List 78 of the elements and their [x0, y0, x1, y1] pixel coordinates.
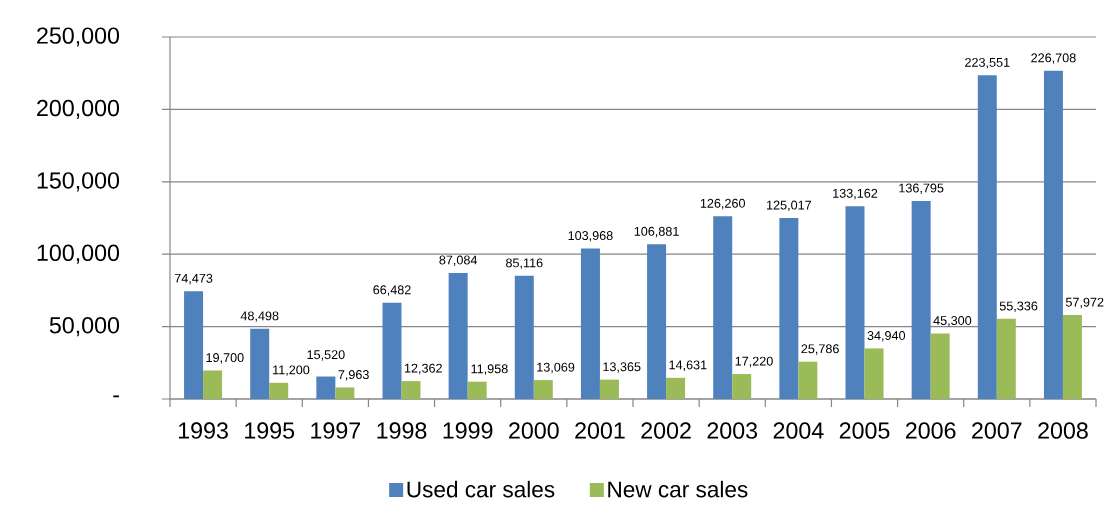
y-tick-label: 100,000	[37, 244, 120, 264]
y-tick-label: 50,000	[49, 317, 120, 337]
data-label: 106,881	[634, 226, 679, 238]
y-tick-label: 150,000	[37, 172, 120, 192]
bar	[335, 387, 355, 399]
bar	[647, 244, 667, 399]
bar	[514, 275, 534, 399]
data-label: 17,220	[735, 356, 773, 368]
data-label: 103,968	[568, 231, 613, 242]
x-tick-label: 2008	[1038, 422, 1088, 439]
x-tick-label: 2002	[641, 422, 691, 439]
bar	[467, 381, 487, 399]
data-label: 66,482	[373, 285, 411, 296]
bar	[1043, 70, 1063, 399]
bar	[401, 381, 421, 399]
bar	[599, 379, 619, 399]
bar	[864, 348, 884, 399]
bar	[713, 216, 733, 399]
data-label: 12,362	[404, 363, 442, 375]
data-label: 25,786	[801, 344, 839, 355]
bar	[580, 248, 600, 399]
x-tick-label: 2005	[839, 422, 890, 439]
data-label: 13,365	[603, 362, 641, 373]
data-label: 87,084	[439, 255, 478, 266]
bar	[977, 75, 997, 399]
bar	[203, 370, 223, 399]
bar	[911, 200, 931, 399]
y-tick-label: -	[113, 395, 119, 398]
bar	[798, 361, 818, 399]
x-tick-label: 1997	[311, 422, 361, 439]
bar	[996, 318, 1016, 399]
y-tick-label: 250,000	[37, 27, 120, 47]
data-label: 226,708	[1031, 53, 1076, 64]
bar	[1062, 315, 1082, 399]
data-label: 11,958	[471, 364, 508, 375]
bar	[448, 272, 468, 399]
bar	[845, 206, 865, 399]
data-label: 133,162	[833, 188, 878, 200]
data-label: 55,336	[999, 301, 1038, 312]
data-label: 15,520	[307, 350, 345, 361]
data-label: 125,017	[767, 200, 812, 212]
data-label: 13,069	[537, 362, 575, 374]
data-label: 45,300	[933, 316, 972, 327]
data-label: 74,473	[174, 273, 213, 285]
bar	[250, 328, 270, 399]
data-label: 48,498	[240, 311, 279, 322]
data-label: 11,200	[273, 365, 310, 376]
data-label: 19,700	[206, 353, 244, 364]
data-label: 85,116	[506, 258, 543, 269]
data-label: 14,631	[669, 360, 707, 371]
x-tick-label: 2004	[773, 422, 824, 439]
x-tick-label: 2003	[707, 422, 758, 439]
bar	[316, 376, 336, 399]
bar	[666, 377, 686, 399]
data-label: 223,551	[965, 57, 1010, 69]
data-label: 136,795	[899, 183, 944, 194]
legend-label: Used car sales	[407, 480, 555, 498]
bar	[732, 374, 752, 399]
bar	[269, 382, 289, 399]
bar	[533, 380, 553, 399]
x-tick-label: 2001	[575, 422, 625, 439]
bar	[184, 291, 204, 399]
bar	[930, 333, 950, 399]
x-tick-label: 1993	[178, 422, 228, 439]
x-tick-label: 1998	[377, 422, 427, 439]
legend-label: New car sales	[608, 480, 748, 498]
data-label: 57,972	[1065, 297, 1104, 309]
data-label: 126,260	[700, 198, 746, 210]
data-label: 34,940	[867, 331, 906, 342]
x-tick-label: 1995	[245, 422, 295, 439]
x-tick-label: 1999	[443, 422, 493, 439]
x-tick-label: 2007	[972, 422, 1022, 439]
x-tick-label: 2000	[509, 422, 559, 439]
y-tick-label: 200,000	[37, 99, 120, 119]
x-tick-label: 2006	[905, 422, 956, 439]
bar	[779, 217, 799, 399]
data-label: 7,963	[338, 370, 369, 381]
bar	[382, 302, 402, 399]
